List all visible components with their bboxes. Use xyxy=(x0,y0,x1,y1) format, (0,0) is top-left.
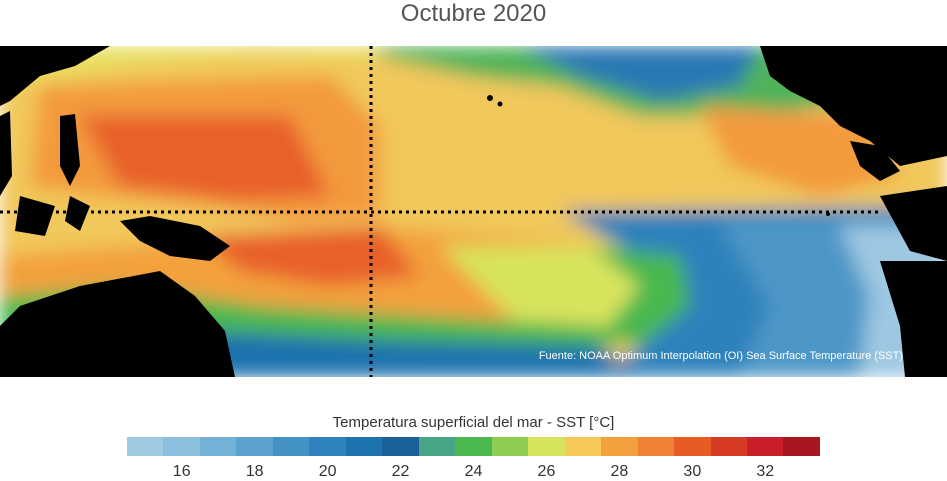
colorbar-tick-label: 24 xyxy=(464,463,483,480)
colorbar-tick-label: 16 xyxy=(172,463,191,480)
colorbar-tick-label: 30 xyxy=(683,463,702,480)
colorbar-bin xyxy=(601,437,638,456)
colorbar-tick-label: 20 xyxy=(318,463,337,480)
colorbar-bin xyxy=(528,437,565,456)
colorbar-bin xyxy=(418,437,456,456)
colorbar-tick-label: 18 xyxy=(245,463,264,480)
colorbar-bin xyxy=(272,437,310,456)
colorbar-bin xyxy=(199,437,237,456)
colorbar-bin xyxy=(710,437,747,456)
colorbar-bin xyxy=(564,437,602,456)
colorbar-tick-label: 32 xyxy=(756,463,775,480)
colorbar-bin xyxy=(345,437,383,456)
colorbar-tick-label: 28 xyxy=(610,463,629,480)
colorbar-title: Temperatura superficial del mar - SST [°… xyxy=(332,414,615,431)
colorbar-bin xyxy=(382,437,419,456)
colorbar-bin xyxy=(127,437,164,456)
sst-map xyxy=(0,46,947,377)
colorbar-bin xyxy=(309,437,346,456)
colorbar-tick-label: 26 xyxy=(537,463,556,480)
land xyxy=(0,46,947,377)
colorbar xyxy=(127,437,820,456)
source-note: Fuente: NOAA Optimum Interpolation (OI) … xyxy=(538,350,903,362)
colorbar-bin xyxy=(236,437,273,456)
page-title: Octubre 2020 xyxy=(400,0,547,27)
colorbar-bin xyxy=(746,437,784,456)
colorbar-bin xyxy=(674,437,711,456)
colorbar-bin xyxy=(783,437,820,456)
colorbar-bin xyxy=(491,437,529,456)
colorbar-bin xyxy=(455,437,492,456)
colorbar-ticks: 16 18 20 22 24 26 28 30 32 xyxy=(127,455,820,480)
colorbar-bin xyxy=(163,437,200,456)
colorbar-tick-label: 22 xyxy=(391,463,410,480)
colorbar-bin xyxy=(637,437,675,456)
